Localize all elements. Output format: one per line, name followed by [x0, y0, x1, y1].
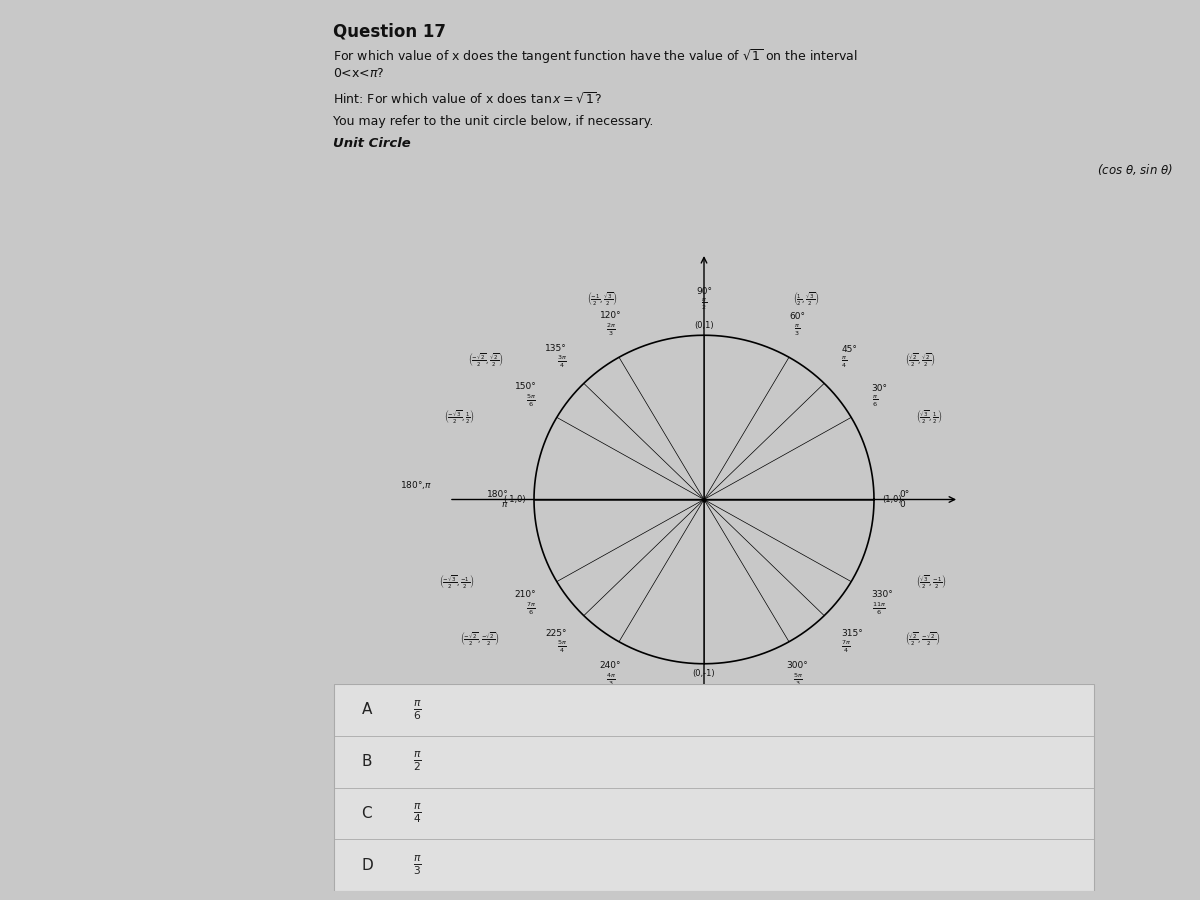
- Text: $\left(\frac{-\sqrt{3}}{2},\frac{-1}{2}\right)$: $\left(\frac{-\sqrt{3}}{2},\frac{-1}{2}\…: [439, 572, 474, 590]
- Text: $\frac{\pi}{6}$: $\frac{\pi}{6}$: [413, 698, 422, 722]
- Text: $\left(\frac{\sqrt{3}}{2},\frac{1}{2}\right)$: $\left(\frac{\sqrt{3}}{2},\frac{1}{2}\ri…: [917, 409, 943, 427]
- Text: $\left(\frac{1}{2},\frac{\sqrt{3}}{2}\right)$: $\left(\frac{1}{2},\frac{\sqrt{3}}{2}\ri…: [793, 290, 820, 308]
- Text: 150°
$\frac{5\pi}{6}$: 150° $\frac{5\pi}{6}$: [515, 382, 536, 410]
- Text: You may refer to the unit circle below, if necessary.: You may refer to the unit circle below, …: [332, 115, 653, 128]
- Text: 270°
$\frac{3\pi}{2}$: 270° $\frac{3\pi}{2}$: [694, 687, 715, 714]
- Text: $\left(\frac{\sqrt{2}}{2},\frac{-\sqrt{2}}{2}\right)$: $\left(\frac{\sqrt{2}}{2},\frac{-\sqrt{2…: [905, 630, 940, 648]
- Text: 90°
$\frac{\pi}{2}$: 90° $\frac{\pi}{2}$: [696, 287, 712, 312]
- Text: 180°,$\pi$: 180°,$\pi$: [400, 480, 432, 491]
- Text: C: C: [361, 806, 372, 821]
- Text: 225°
$\frac{5\pi}{4}$: 225° $\frac{5\pi}{4}$: [545, 629, 566, 655]
- Text: (0,1): (0,1): [694, 321, 714, 330]
- Text: D: D: [361, 858, 373, 873]
- Text: $\left(\frac{-1}{2},\frac{\sqrt{3}}{2}\right)$: $\left(\frac{-1}{2},\frac{\sqrt{3}}{2}\r…: [587, 290, 617, 308]
- Text: 135°
$\frac{3\pi}{4}$: 135° $\frac{3\pi}{4}$: [545, 344, 566, 370]
- Text: 45°
$\frac{\pi}{4}$: 45° $\frac{\pi}{4}$: [841, 345, 857, 370]
- Text: 30°
$\frac{\pi}{6}$: 30° $\frac{\pi}{6}$: [871, 384, 888, 410]
- Text: (0,-1): (0,-1): [692, 669, 715, 678]
- Text: Unit Circle: Unit Circle: [332, 137, 410, 149]
- Text: 300°
$\frac{5\pi}{3}$: 300° $\frac{5\pi}{3}$: [787, 662, 809, 688]
- Text: $\left(\frac{-\sqrt{2}}{2},\frac{\sqrt{2}}{2}\right)$: $\left(\frac{-\sqrt{2}}{2},\frac{\sqrt{2…: [468, 351, 504, 369]
- Text: 0°
0: 0° 0: [900, 491, 910, 508]
- Text: $\left(\frac{-\sqrt{3}}{2},\frac{1}{2}\right)$: $\left(\frac{-\sqrt{3}}{2},\frac{1}{2}\r…: [444, 409, 474, 427]
- Text: 210°
$\frac{7\pi}{6}$: 210° $\frac{7\pi}{6}$: [515, 590, 536, 616]
- Text: $\frac{\pi}{4}$: $\frac{\pi}{4}$: [413, 802, 422, 825]
- Text: 240°
$\frac{4\pi}{3}$: 240° $\frac{4\pi}{3}$: [600, 662, 622, 688]
- Text: 315°
$\frac{7\pi}{4}$: 315° $\frac{7\pi}{4}$: [841, 629, 863, 655]
- Text: 0<x<$\pi$?: 0<x<$\pi$?: [332, 67, 384, 79]
- Text: 180°
$\pi$: 180° $\pi$: [487, 491, 509, 508]
- Text: $\left(\frac{\sqrt{3}}{2},\frac{-1}{2}\right)$: $\left(\frac{\sqrt{3}}{2},\frac{-1}{2}\r…: [917, 572, 947, 590]
- Text: B: B: [361, 754, 372, 770]
- Text: $\frac{\pi}{3}$: $\frac{\pi}{3}$: [413, 853, 422, 877]
- Text: 60°
$\frac{\pi}{3}$: 60° $\frac{\pi}{3}$: [790, 312, 805, 338]
- Text: (-1,0): (-1,0): [503, 495, 526, 504]
- Text: (cos $\theta$, sin $\theta$): (cos $\theta$, sin $\theta$): [1097, 162, 1174, 177]
- Text: (1,0): (1,0): [882, 495, 902, 504]
- Text: 330°
$\frac{11\pi}{6}$: 330° $\frac{11\pi}{6}$: [871, 590, 893, 616]
- Text: Hint: For which value of x does $\tan x = \sqrt{1}$?: Hint: For which value of x does $\tan x …: [332, 92, 602, 107]
- Text: $\left(\frac{-1}{2},\frac{-\sqrt{3}}{2}\right)$: $\left(\frac{-1}{2},\frac{-\sqrt{3}}{2}\…: [584, 691, 619, 709]
- Text: $\frac{\pi}{2}$: $\frac{\pi}{2}$: [413, 750, 422, 773]
- Text: $\left(\frac{-\sqrt{2}}{2},\frac{-\sqrt{2}}{2}\right)$: $\left(\frac{-\sqrt{2}}{2},\frac{-\sqrt{…: [460, 630, 500, 648]
- Text: 120°
$\frac{2\pi}{3}$: 120° $\frac{2\pi}{3}$: [600, 310, 622, 338]
- Text: $\left(\frac{1}{2},\frac{-\sqrt{3}}{2}\right)$: $\left(\frac{1}{2},\frac{-\sqrt{3}}{2}\r…: [791, 691, 821, 709]
- Text: Question 17: Question 17: [332, 22, 446, 40]
- Text: $\left(\frac{\sqrt{2}}{2},\frac{\sqrt{2}}{2}\right)$: $\left(\frac{\sqrt{2}}{2},\frac{\sqrt{2}…: [905, 351, 936, 369]
- Text: A: A: [361, 702, 372, 717]
- Text: For which value of x does the tangent function have the value of $\sqrt{1}$ on t: For which value of x does the tangent fu…: [332, 47, 858, 66]
